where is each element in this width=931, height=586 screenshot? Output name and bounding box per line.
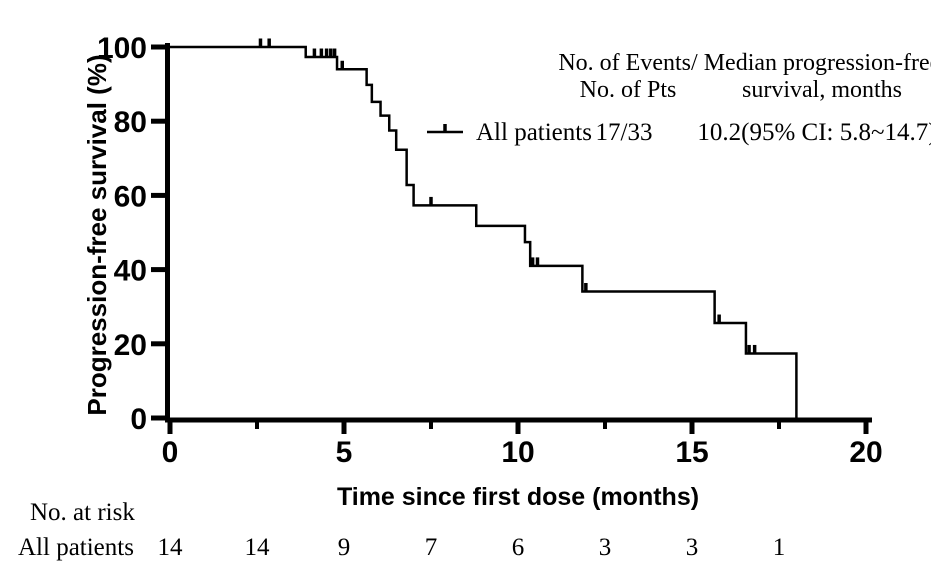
at-risk-value: 9	[337, 534, 351, 561]
at-risk-row-label: All patients	[18, 534, 134, 561]
legend-median-header-line1: Median progression-free	[703, 50, 931, 76]
at-risk-title: No. at risk	[30, 499, 135, 526]
y-tick-label: 20	[114, 329, 147, 362]
x-tick-label: 15	[675, 436, 708, 469]
x-tick-label: 5	[336, 436, 353, 469]
at-risk-value: 3	[598, 534, 612, 561]
y-tick-label: 40	[114, 255, 147, 288]
legend-events-value: 17/33	[595, 119, 653, 146]
at-risk-value: 1	[772, 534, 786, 561]
y-axis-title: Progression-free survival (%)	[82, 54, 112, 416]
legend-median-value: 10.2(95% CI: 5.8~14.7)	[697, 119, 931, 146]
at-risk-value: 6	[511, 534, 525, 561]
y-tick-label: 0	[130, 403, 147, 436]
y-tick-label: 80	[114, 106, 147, 139]
legend-median-header-line2: survival, months	[742, 77, 902, 103]
legend-events-header-line1: No. of Events/	[558, 50, 698, 76]
km-curve	[170, 45, 798, 418]
y-tick-label: 60	[114, 180, 147, 213]
legend-events-header: No. of Events/ No. of Pts	[528, 50, 728, 104]
series-line-marker-icon	[427, 124, 463, 134]
at-risk-value: 7	[424, 534, 438, 561]
at-risk-value: 14	[244, 534, 270, 561]
x-tick-label: 20	[849, 436, 882, 469]
x-tick-label: 0	[162, 436, 179, 469]
legend-events-header-line2: No. of Pts	[579, 77, 677, 103]
legend-series-label: All patients	[476, 119, 592, 146]
legend-median-header: Median progression-free survival, months	[690, 50, 931, 104]
x-tick-label: 10	[501, 436, 534, 469]
y-tick-label: 100	[97, 32, 147, 65]
at-risk-value: 3	[685, 534, 699, 561]
x-axis-title: Time since first dose (months)	[336, 483, 700, 511]
at-risk-value: 14	[157, 534, 183, 561]
